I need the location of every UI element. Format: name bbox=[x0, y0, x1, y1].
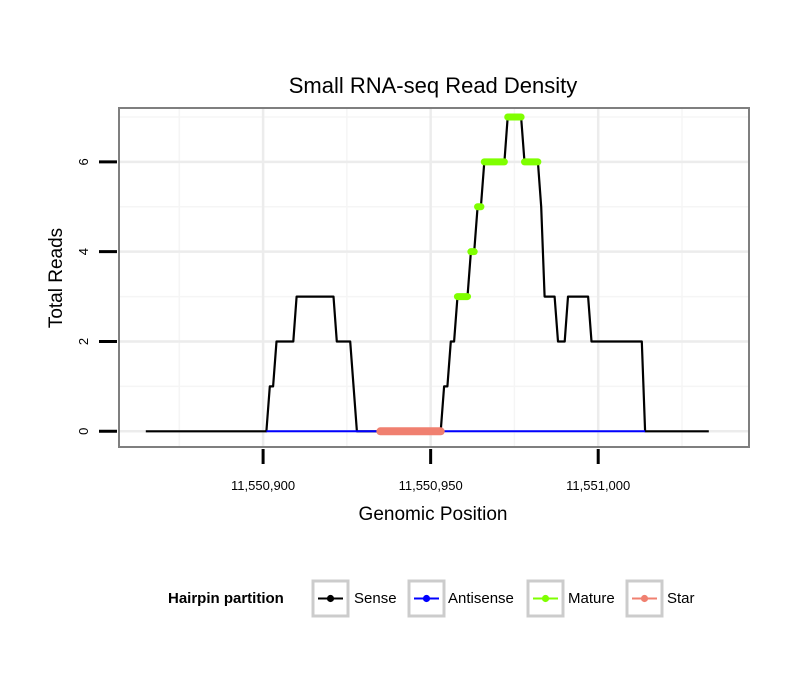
legend-key-point bbox=[541, 594, 550, 603]
plot-panel bbox=[119, 108, 749, 447]
legend-key-point bbox=[640, 594, 649, 603]
x-tick-label: 11,551,000 bbox=[566, 478, 630, 493]
legend-key-point bbox=[422, 594, 431, 603]
panel-background bbox=[119, 108, 749, 447]
x-axis-title: Genomic Position bbox=[359, 504, 508, 525]
panel-border bbox=[118, 107, 750, 448]
legend-label: Antisense bbox=[448, 590, 514, 607]
series-layer bbox=[118, 107, 750, 448]
y-tick-label: 2 bbox=[76, 338, 91, 345]
y-tick-label: 0 bbox=[76, 428, 91, 435]
legend: Hairpin partition Sense Antisense Mature St… bbox=[168, 579, 695, 618]
legend-title: Hairpin partition bbox=[168, 590, 284, 607]
y-tick-label: 6 bbox=[76, 158, 91, 165]
y-axis-title: Total Reads bbox=[46, 228, 67, 328]
legend-label: Star bbox=[667, 590, 695, 607]
y-tick-label: 4 bbox=[76, 248, 91, 255]
chart-title: Small RNA-seq Read Density bbox=[289, 73, 578, 98]
x-tick-label: 11,550,950 bbox=[399, 478, 463, 493]
y-axis: 0 2 4 6 bbox=[76, 158, 117, 435]
legend-label: Sense bbox=[354, 590, 397, 607]
legend-key-point bbox=[326, 594, 335, 603]
legend-label: Mature bbox=[568, 590, 615, 607]
x-axis: 11,550,900 11,550,950 11,551,000 bbox=[231, 449, 630, 493]
x-tick-label: 11,550,900 bbox=[231, 478, 295, 493]
